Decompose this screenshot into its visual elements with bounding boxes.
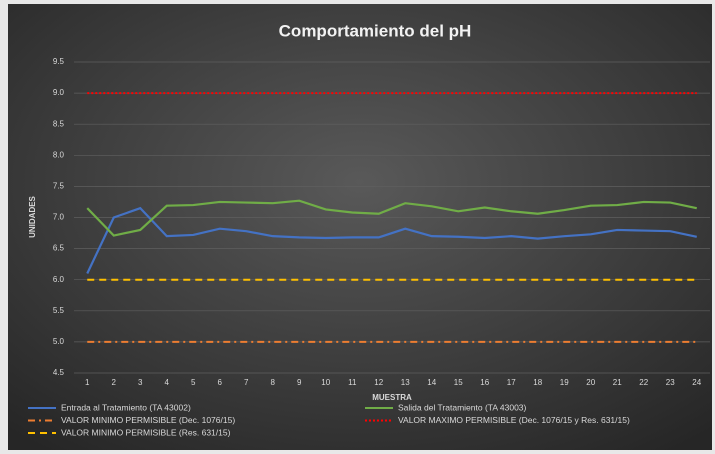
- x-tick-label: 16: [480, 378, 489, 387]
- x-tick-label: 19: [560, 378, 569, 387]
- x-tick-label: 14: [427, 378, 436, 387]
- y-tick-label: 5.0: [53, 337, 65, 346]
- legend-label: Entrada al Tratamiento (TA 43002): [61, 402, 191, 412]
- x-tick-label: 11: [348, 378, 357, 387]
- legend-label: VALOR MAXIMO PERMISIBLE (Dec. 1076/15 y …: [398, 415, 630, 425]
- y-tick-label: 9.0: [53, 88, 65, 97]
- x-axis-label: MUESTRA: [372, 393, 412, 402]
- x-tick-label: 13: [401, 378, 410, 387]
- y-axis-label: UNIDADES: [28, 195, 37, 237]
- x-tick-label: 4: [165, 378, 170, 387]
- x-tick-label: 21: [613, 378, 622, 387]
- x-tick-label: 24: [692, 378, 701, 387]
- chart-background: [8, 4, 712, 450]
- y-tick-label: 7.0: [53, 213, 65, 222]
- x-tick-label: 9: [297, 378, 302, 387]
- x-tick-label: 15: [454, 378, 463, 387]
- y-tick-label: 6.0: [53, 275, 65, 284]
- x-tick-label: 18: [533, 378, 542, 387]
- legend-label: Salida del Tratamiento (TA 43003): [398, 402, 527, 412]
- y-tick-label: 8.5: [53, 119, 65, 128]
- x-tick-label: 5: [191, 378, 196, 387]
- x-tick-label: 8: [271, 378, 276, 387]
- y-tick-label: 7.5: [53, 182, 65, 191]
- x-tick-label: 3: [138, 378, 143, 387]
- x-tick-label: 1: [85, 378, 90, 387]
- x-tick-label: 12: [374, 378, 383, 387]
- x-tick-label: 23: [666, 378, 675, 387]
- y-tick-label: 4.5: [53, 368, 65, 377]
- y-tick-label: 6.5: [53, 244, 65, 253]
- series-line: [86, 206, 697, 274]
- x-tick-label: 22: [639, 378, 648, 387]
- x-tick-label: 7: [244, 378, 249, 387]
- x-tick-label: 20: [586, 378, 595, 387]
- y-tick-label: 8.0: [53, 150, 65, 159]
- x-tick-label: 17: [507, 378, 516, 387]
- legend-label: VALOR MINIMO PERMISIBLE (Dec. 1076/15): [61, 415, 235, 425]
- y-tick-label: 9.5: [53, 57, 65, 66]
- series-line: [86, 199, 697, 237]
- x-tick-label: 6: [218, 378, 223, 387]
- x-tick-label: 10: [321, 378, 330, 387]
- chart-title: Comportamiento del pH: [279, 21, 472, 40]
- x-tick-label: 2: [112, 378, 117, 387]
- y-tick-label: 5.5: [53, 306, 65, 315]
- legend-label: VALOR MINIMO PERMISIBLE (Res. 631/15): [61, 427, 231, 437]
